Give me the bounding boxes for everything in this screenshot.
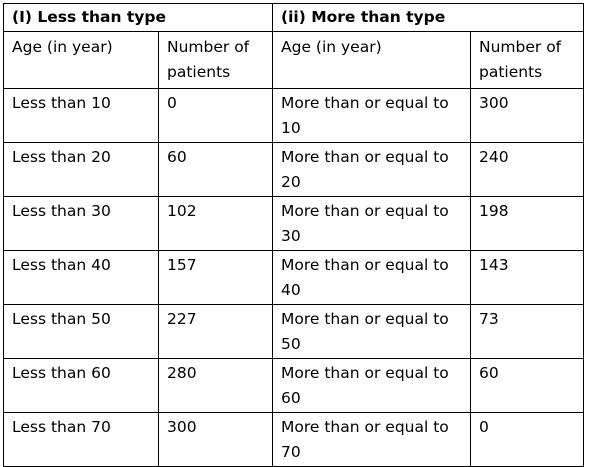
age-less-than-cell: Less than 40 xyxy=(3,250,159,305)
patients-less-cell: 0 xyxy=(158,88,273,143)
table-row: Less than 60 280 More than or equal to 6… xyxy=(3,358,584,413)
age-more-than-cell: More than or equal to 50 xyxy=(272,304,471,359)
age-more-than-cell: More than or equal to 40 xyxy=(272,250,471,305)
patients-less-cell: 227 xyxy=(158,304,273,359)
patients-more-cell: 240 xyxy=(470,142,584,197)
age-more-than-cell: More than or equal to 30 xyxy=(272,196,471,251)
column-header-age-less: Age (in year) xyxy=(3,31,159,89)
age-more-than-cell: More than or equal to 70 xyxy=(272,412,471,467)
column-header-age-more: Age (in year) xyxy=(272,31,471,89)
age-less-than-cell: Less than 60 xyxy=(3,358,159,413)
age-less-than-cell: Less than 50 xyxy=(3,304,159,359)
patients-less-cell: 157 xyxy=(158,250,273,305)
patients-less-cell: 300 xyxy=(158,412,273,467)
patients-less-cell: 60 xyxy=(158,142,273,197)
table-row: Less than 50 227 More than or equal to 5… xyxy=(3,304,584,359)
age-less-than-cell: Less than 30 xyxy=(3,196,159,251)
patients-more-cell: 300 xyxy=(470,88,584,143)
table-row: Less than 20 60 More than or equal to 20… xyxy=(3,142,584,197)
more-than-type-heading: (ii) More than type xyxy=(272,3,584,32)
column-header-patients-more: Number of patients xyxy=(470,31,584,89)
column-header-patients-less: Number of patients xyxy=(158,31,273,89)
table-row: Less than 30 102 More than or equal to 3… xyxy=(3,196,584,251)
group-header-row: (I) Less than type (ii) More than type xyxy=(3,3,584,32)
patients-more-cell: 60 xyxy=(470,358,584,413)
table-row: Less than 10 0 More than or equal to 10 … xyxy=(3,88,584,143)
patients-more-cell: 143 xyxy=(470,250,584,305)
age-less-than-cell: Less than 10 xyxy=(3,88,159,143)
age-more-than-cell: More than or equal to 20 xyxy=(272,142,471,197)
patients-more-cell: 198 xyxy=(470,196,584,251)
column-header-row: Age (in year) Number of patients Age (in… xyxy=(3,31,584,89)
age-less-than-cell: Less than 70 xyxy=(3,412,159,467)
patients-less-cell: 280 xyxy=(158,358,273,413)
cumulative-frequency-table: (I) Less than type (ii) More than type A… xyxy=(3,3,584,467)
less-than-type-heading: (I) Less than type xyxy=(3,3,273,32)
patients-more-cell: 73 xyxy=(470,304,584,359)
table-row: Less than 70 300 More than or equal to 7… xyxy=(3,412,584,467)
age-more-than-cell: More than or equal to 10 xyxy=(272,88,471,143)
age-less-than-cell: Less than 20 xyxy=(3,142,159,197)
patients-more-cell: 0 xyxy=(470,412,584,467)
age-more-than-cell: More than or equal to 60 xyxy=(272,358,471,413)
table-row: Less than 40 157 More than or equal to 4… xyxy=(3,250,584,305)
patients-less-cell: 102 xyxy=(158,196,273,251)
